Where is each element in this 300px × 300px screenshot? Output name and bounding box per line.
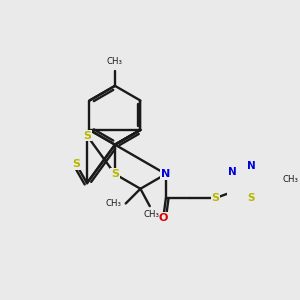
Text: S: S (211, 193, 219, 203)
Text: O: O (158, 213, 168, 223)
Text: S: S (248, 193, 255, 203)
Text: N: N (228, 167, 237, 177)
Text: N: N (161, 169, 170, 179)
Text: S: S (72, 159, 80, 170)
Text: CH₃: CH₃ (106, 199, 122, 208)
Text: CH₃: CH₃ (107, 57, 123, 66)
Text: S: S (83, 130, 91, 141)
Text: CH₃: CH₃ (143, 210, 159, 219)
Text: CH₃: CH₃ (283, 175, 299, 184)
Text: N: N (247, 161, 256, 171)
Text: S: S (111, 169, 119, 179)
